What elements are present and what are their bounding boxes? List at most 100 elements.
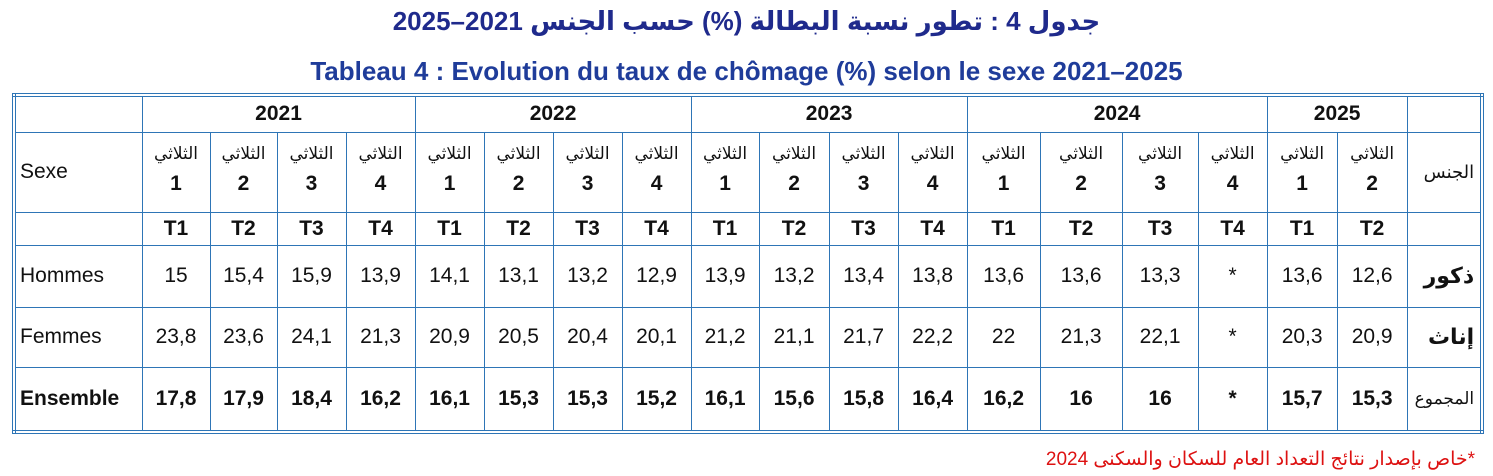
value-cell: 20,1 <box>621 306 692 368</box>
quarter-number: 1 <box>1296 172 1308 195</box>
quarter-number: 4 <box>926 172 939 195</box>
year-header: 2021 <box>141 94 416 133</box>
value-cell: * <box>1197 366 1268 433</box>
value-cell: 22 <box>966 306 1041 368</box>
value-cell: 21,7 <box>828 306 899 368</box>
value-cell: 16,1 <box>690 366 760 433</box>
quarter-number: 3 <box>305 172 318 195</box>
quarter-arabic: الثلاثي <box>221 144 266 163</box>
row-label-french: Femmes <box>13 306 143 368</box>
quarter-number: 1 <box>719 172 731 195</box>
value-cell: 13,6 <box>1039 244 1123 308</box>
data-row: Ensemble 17,8 17,9 18,4 16,2 16,1 15,3 15,3 15,2… <box>13 366 1483 433</box>
value-cell: 15,6 <box>758 366 830 433</box>
quarter-arabic: الثلاثي <box>981 144 1026 163</box>
year-header: 2022 <box>414 94 692 133</box>
value-cell: 13,3 <box>1121 244 1199 308</box>
value-cell: 16,2 <box>966 366 1041 433</box>
quarter-number: 2 <box>1075 172 1087 195</box>
quarter-code: T2 <box>483 211 554 246</box>
value-cell: 15,3 <box>1336 366 1408 433</box>
quarter-header: الثلاثي 3 <box>828 131 899 213</box>
value-cell: 13,1 <box>483 244 554 308</box>
year-header: 2025 <box>1266 94 1408 133</box>
quarter-arabic: الثلاثي <box>1210 144 1255 163</box>
quarter-header: الثلاثي 2 <box>483 131 554 213</box>
value-cell: 15,7 <box>1266 366 1338 433</box>
quarter-code: T4 <box>345 211 416 246</box>
row-label-french: Ensemble <box>13 366 143 433</box>
empty-cell <box>13 94 143 133</box>
value-cell: 21,1 <box>758 306 830 368</box>
value-cell: 12,6 <box>1336 244 1408 308</box>
quarter-number: 3 <box>857 172 870 195</box>
quarter-number: 4 <box>374 172 387 195</box>
quarter-code: T4 <box>1197 211 1268 246</box>
data-row: Hommes 15 15,4 15,9 13,9 14,1 13,1 13,2 12,9 13,9… <box>13 244 1483 308</box>
quarter-arabic: الثلاثي <box>841 144 886 163</box>
row-label-arabic: ذكور <box>1406 244 1483 308</box>
quarter-code: T2 <box>758 211 830 246</box>
header-right: الجنس <box>1406 131 1483 213</box>
value-cell: 22,1 <box>1121 306 1199 368</box>
quarter-code: T3 <box>1121 211 1199 246</box>
quarter-code: T1 <box>966 211 1041 246</box>
value-cell: 13,6 <box>966 244 1041 308</box>
quarter-header: الثلاثي 2 <box>758 131 830 213</box>
quarter-arabic: الثلاثي <box>703 144 748 163</box>
quarter-arabic: الثلاثي <box>1138 144 1183 163</box>
quarter-arabic: الثلاثي <box>1350 144 1395 163</box>
quarter-header: الثلاثي 2 <box>1039 131 1123 213</box>
row-label-arabic: إناث <box>1406 306 1483 368</box>
quarter-arabic: الثلاثي <box>289 144 334 163</box>
quarter-code: T3 <box>828 211 899 246</box>
quarter-arabic: الثلاثي <box>772 144 817 163</box>
quarter-arabic: الثلاثي <box>910 144 955 163</box>
quarter-code: T2 <box>1336 211 1408 246</box>
quarter-header: الثلاثي 1 <box>690 131 760 213</box>
value-cell: 13,2 <box>552 244 623 308</box>
value-cell: 20,9 <box>414 306 485 368</box>
quarter-header: الثلاثي 2 <box>209 131 278 213</box>
empty-cell <box>13 211 143 246</box>
header-left: Sexe <box>13 131 143 213</box>
value-cell: 16,1 <box>414 366 485 433</box>
quarter-arabic: الثلاثي <box>1059 144 1104 163</box>
quarter-arabic: الثلاثي <box>153 144 199 163</box>
quarter-number: 2 <box>237 172 250 195</box>
value-cell: * <box>1197 244 1268 308</box>
quarter-arabic: الثلاثي <box>634 144 679 163</box>
value-cell: 20,4 <box>552 306 623 368</box>
quarter-number: 2 <box>512 172 525 195</box>
quarter-number: 3 <box>581 172 594 195</box>
row-label-french: Hommes <box>13 244 143 308</box>
quarter-header: الثلاثي 4 <box>345 131 416 213</box>
value-cell: 13,9 <box>690 244 760 308</box>
value-cell: 23,8 <box>141 306 211 368</box>
value-cell: * <box>1197 306 1268 368</box>
quarter-header: الثلاثي 4 <box>621 131 692 213</box>
value-cell: 16,2 <box>345 366 416 433</box>
value-cell: 17,9 <box>209 366 278 433</box>
year-row: 2021 2022 2023 2024 2025 <box>13 94 1483 133</box>
value-cell: 18,4 <box>276 366 347 433</box>
footnote: *خاص بإصدار نتائج التعداد العام للسكان و… <box>1045 449 1475 470</box>
title-arabic: جدول 4 : تطور نسبة البطالة (%) حسب الجنس… <box>392 6 1101 36</box>
quarter-code: T2 <box>1039 211 1123 246</box>
quarter-code: T3 <box>276 211 347 246</box>
value-cell: 15 <box>141 244 211 308</box>
value-cell: 12,9 <box>621 244 692 308</box>
value-cell: 20,3 <box>1266 306 1338 368</box>
row-label-arabic: المجموع <box>1406 366 1483 433</box>
quarter-header: الثلاثي 4 <box>1197 131 1268 213</box>
value-cell: 15,3 <box>483 366 554 433</box>
quarter-number: 4 <box>650 172 663 195</box>
quarter-arabic: الثلاثي <box>358 144 403 163</box>
value-cell: 15,9 <box>276 244 347 308</box>
quarter-header: الثلاثي 1 <box>414 131 485 213</box>
value-cell: 17,8 <box>141 366 211 433</box>
value-cell: 13,8 <box>897 244 968 308</box>
quarter-number: 1 <box>997 172 1010 195</box>
value-cell: 13,2 <box>758 244 830 308</box>
